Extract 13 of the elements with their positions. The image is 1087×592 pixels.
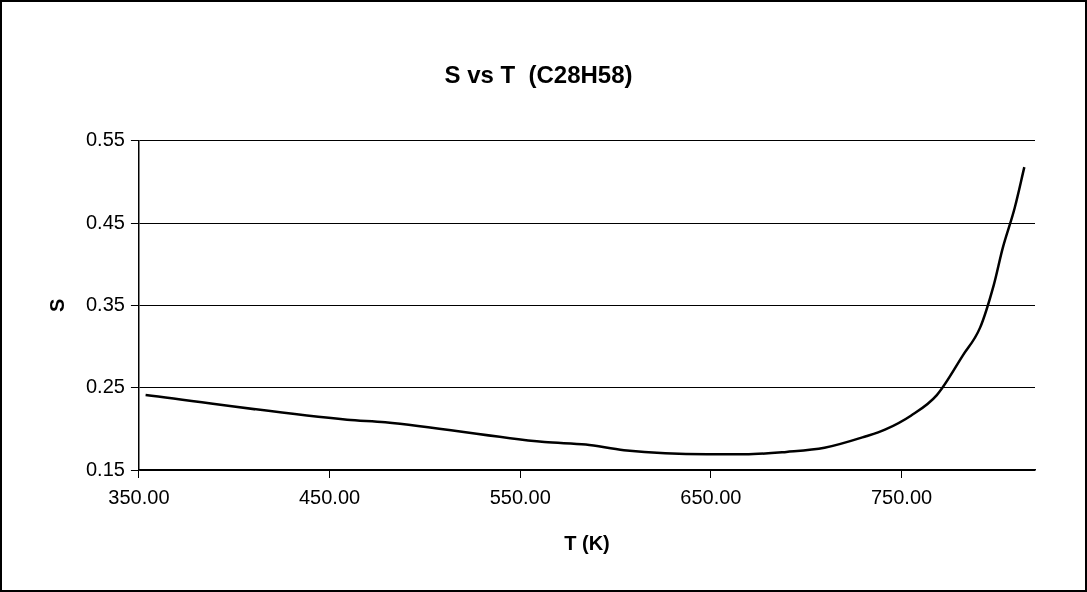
y-tick-label: 0.25 [85,375,125,398]
x-tick-label: 550.00 [489,485,551,508]
x-tick-label: 750.00 [870,485,933,508]
x-tick-label: 450.00 [298,485,361,508]
x-axis-title: T (K) [564,531,610,554]
chart-title: S vs T (C28H58) [444,61,633,89]
y-tick-label: 0.35 [85,292,125,315]
y-tick-label: 0.15 [85,457,125,480]
y-tick-label: 0.45 [85,210,125,233]
y-axis-title: S [45,298,68,313]
x-tick-label: 350.00 [108,485,170,508]
x-tick-label: 650.00 [680,485,742,508]
y-tick-label: 0.55 [85,128,125,151]
